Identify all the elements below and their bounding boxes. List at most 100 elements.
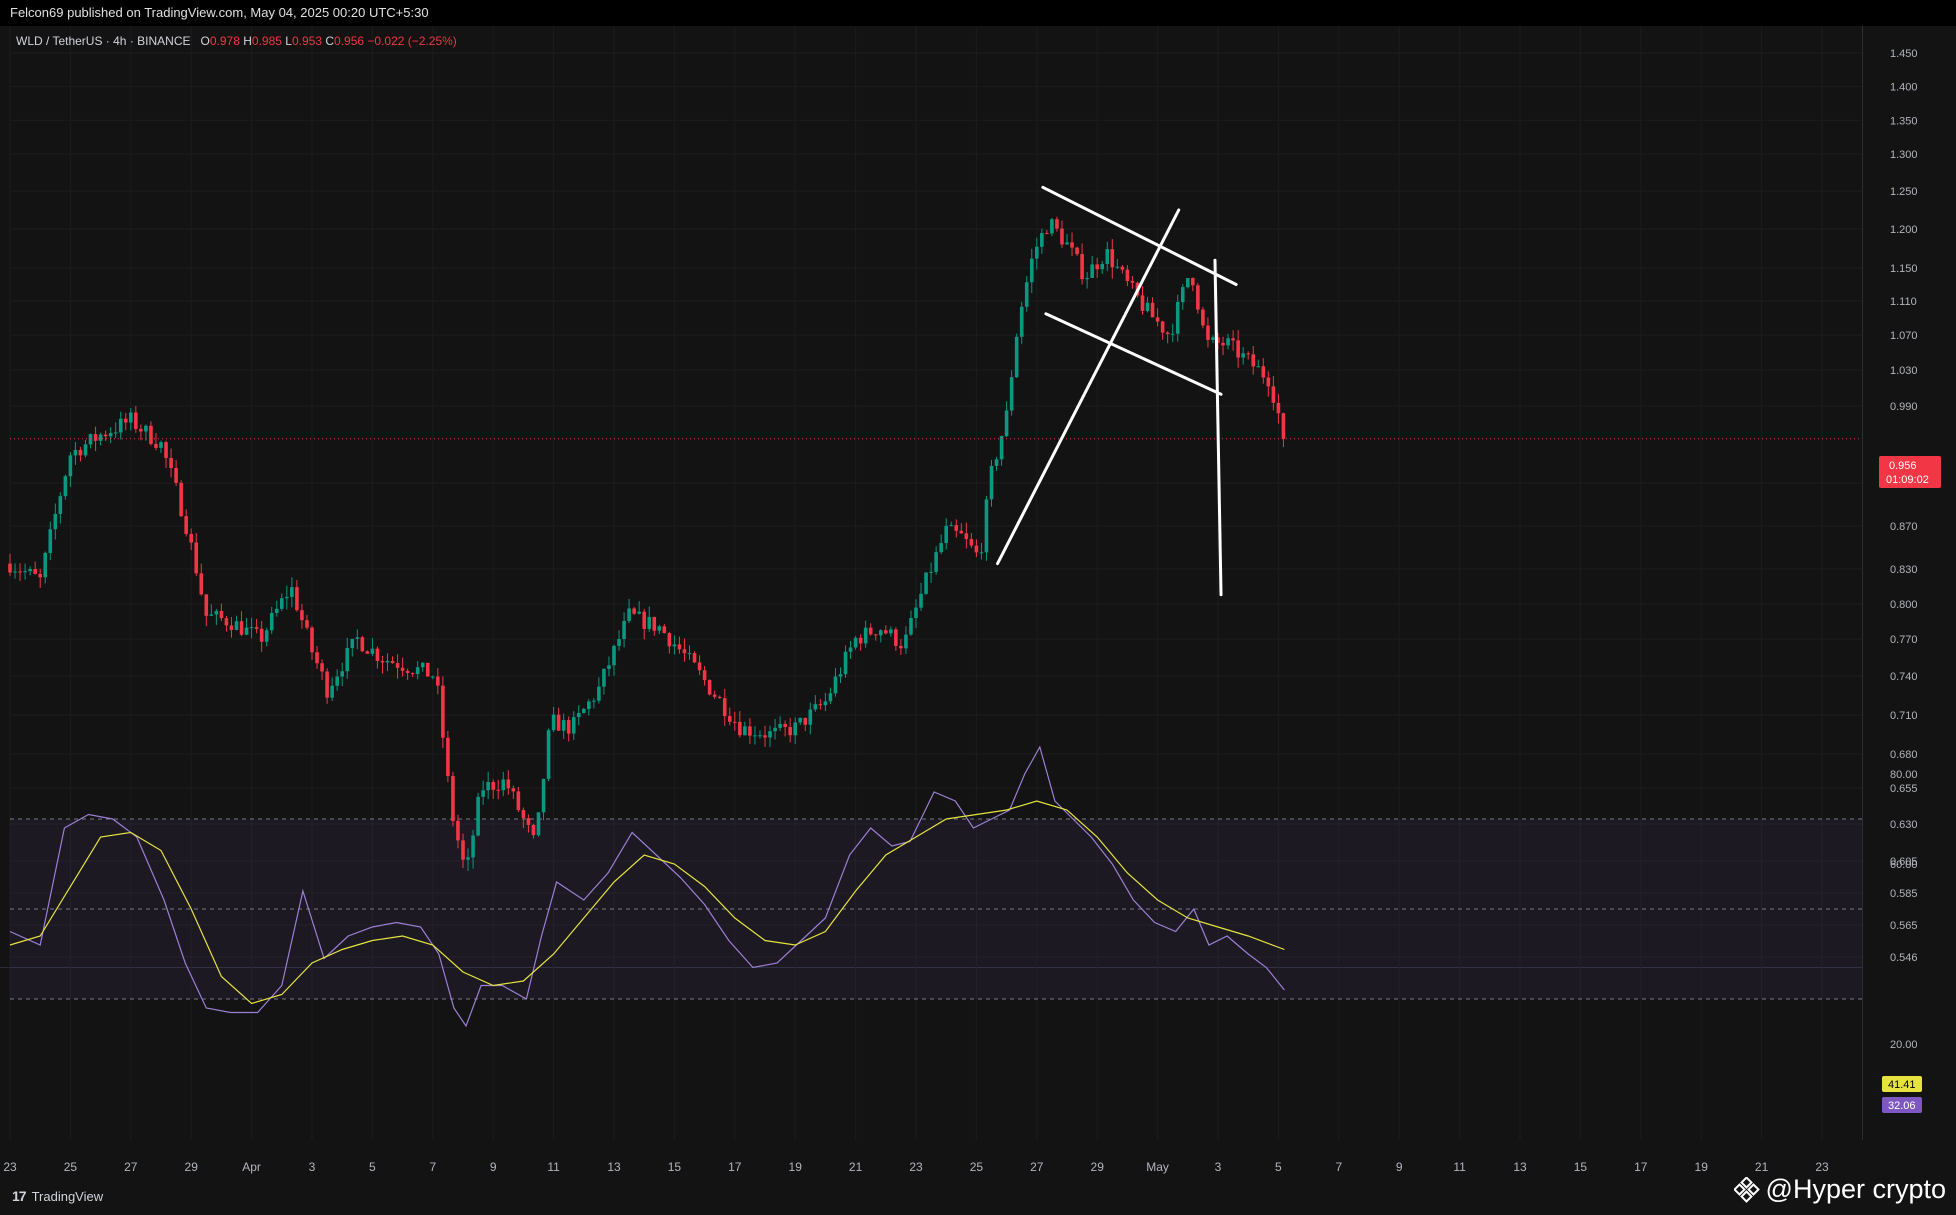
x-tick-label: 21 — [849, 1160, 863, 1174]
y-tick-label: 1.400 — [1890, 82, 1918, 94]
y-tick-label: 0.710 — [1890, 710, 1918, 722]
low-value: 0.953 — [291, 34, 322, 48]
candle-body — [1085, 277, 1089, 280]
candle-body — [1060, 228, 1064, 245]
candle-body — [788, 727, 792, 736]
candle-body — [582, 708, 586, 713]
candle-body — [828, 693, 833, 702]
candle-body — [466, 857, 470, 860]
candle-body — [994, 459, 999, 466]
candle-body — [833, 676, 838, 694]
y-tick-label: 1.110 — [1890, 296, 1917, 308]
candle-body — [446, 737, 450, 777]
candle-body — [627, 608, 631, 621]
candle-body — [164, 442, 168, 458]
candle-body — [617, 638, 621, 646]
candle-body — [405, 670, 410, 674]
candle-body — [878, 630, 883, 636]
candle-body — [697, 662, 702, 671]
x-tick-label: 17 — [1634, 1160, 1648, 1174]
candle-body — [149, 425, 153, 444]
candle-body — [229, 625, 234, 630]
y-tick-label: 1.350 — [1890, 115, 1918, 127]
rsi-ma-badge-value: 41.41 — [1888, 1079, 1916, 1091]
watermark-text: @Hyper crypto — [1765, 1174, 1946, 1204]
candle-body — [1110, 249, 1115, 268]
candle-body — [803, 717, 808, 725]
rsi-tick-label: 60.00 — [1890, 859, 1918, 871]
y-tick-label: 1.250 — [1890, 186, 1918, 198]
flag-lower-line — [1044, 312, 1223, 396]
candle-body — [129, 412, 133, 423]
rsi-band — [10, 818, 1862, 1000]
high-value: 0.985 — [251, 34, 282, 48]
candle-body — [939, 543, 943, 553]
candle-body — [18, 571, 22, 573]
candle-body — [174, 468, 178, 483]
x-tick-label: 29 — [1091, 1160, 1105, 1174]
y-tick-label: 0.830 — [1890, 564, 1918, 576]
y-tick-label: 0.655 — [1890, 783, 1918, 795]
candle-body — [244, 627, 249, 635]
candle-body — [1196, 285, 1200, 310]
candle-body — [858, 637, 863, 644]
candle-body — [743, 726, 747, 736]
candle-body — [476, 796, 480, 836]
candle-body — [919, 593, 923, 608]
candle-body — [561, 720, 566, 731]
candle-body — [471, 835, 475, 858]
candle-body — [546, 730, 551, 779]
candle-body — [1014, 336, 1019, 378]
candle-body — [1035, 246, 1039, 259]
candle-body — [1226, 338, 1230, 346]
x-tick-label: 19 — [789, 1160, 803, 1174]
candle-body — [23, 571, 27, 573]
candle-body — [259, 628, 264, 642]
candle-body — [1281, 413, 1286, 439]
x-tick-label: 17 — [728, 1160, 742, 1174]
symbol-label[interactable]: WLD / TetherUS · 4h · BINANCE — [16, 34, 191, 48]
candle-body — [1186, 278, 1190, 288]
candle-body — [380, 660, 385, 663]
candle-body — [365, 651, 370, 654]
candle-body — [496, 789, 501, 791]
candle-body — [667, 633, 672, 647]
candle-body — [456, 820, 460, 841]
x-tick-label: 5 — [369, 1160, 376, 1174]
candle-body — [1140, 295, 1145, 311]
price-chart[interactable]: 1.450 1.400 1.350 1.300 1.250 1.200 1.150 1.110… — [0, 26, 1956, 1215]
tradingview-logo[interactable]: 17 TradingView — [12, 1188, 103, 1204]
x-tick-label: 3 — [309, 1160, 316, 1174]
candle-body — [506, 779, 511, 789]
candle-body — [179, 482, 183, 517]
x-tick-label: 7 — [429, 1160, 436, 1174]
x-tick-label: 25 — [970, 1160, 984, 1174]
candle-body — [154, 443, 158, 448]
candle-body — [234, 621, 239, 630]
x-tick-label: 21 — [1755, 1160, 1769, 1174]
candle-body — [33, 568, 37, 574]
change-value: −0.022 (−2.25%) — [367, 34, 457, 48]
candle-body — [295, 587, 299, 611]
time-axis[interactable]: 23 25 27 29 Apr 3 5 7 9 11 13 15 17 19 21 23 25 27 29 May 3 5… — [3, 1160, 1829, 1174]
y-tick-label: 1.030 — [1890, 365, 1918, 377]
candle-body — [863, 627, 868, 644]
candle-body — [93, 434, 98, 441]
price-axis[interactable]: 1.450 1.400 1.350 1.300 1.250 1.200 1.150 1.110… — [1890, 48, 1918, 1051]
x-tick-label: 15 — [1574, 1160, 1588, 1174]
publish-info: Felcon69 published on TradingView.com, M… — [0, 0, 1956, 26]
y-tick-label: 1.150 — [1890, 263, 1918, 275]
y-tick-label: 1.070 — [1890, 330, 1918, 342]
x-tick-label: 23 — [3, 1160, 17, 1174]
candle-body — [592, 700, 596, 702]
candle-body — [108, 433, 113, 437]
candle-body — [1120, 266, 1125, 270]
candle-body — [682, 649, 687, 654]
y-tick-label: 0.990 — [1890, 401, 1918, 413]
candle-body — [511, 788, 516, 792]
rsi-badge-bg — [1882, 1097, 1922, 1113]
rsi-lines — [9, 745, 1285, 1028]
candle-body — [672, 644, 677, 647]
candle-body — [662, 626, 667, 634]
candle-body — [325, 671, 329, 698]
